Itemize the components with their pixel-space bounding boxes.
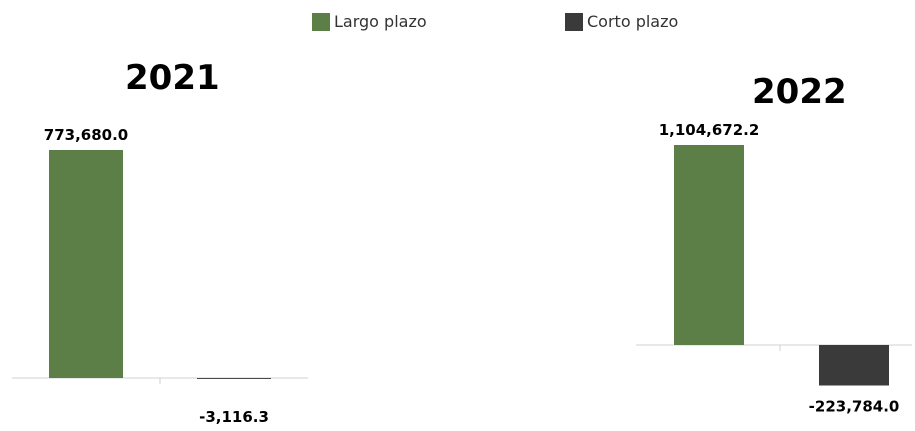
data-label-2021-corto-plazo: -3,116.3 (199, 408, 269, 426)
data-label-2021-largo-plazo: 773,680.0 (44, 126, 128, 144)
bar-2021-corto-plazo (197, 378, 271, 379)
legend: Largo plazo Corto plazo (0, 12, 915, 36)
data-label-2022-corto-plazo: -223,784.0 (809, 398, 900, 416)
bar-2022-corto-plazo (819, 345, 889, 386)
legend-item-corto-plazo: Corto plazo (565, 12, 678, 31)
legend-swatch-largo-plazo (312, 12, 330, 31)
legend-label-corto-plazo: Corto plazo (587, 12, 679, 31)
legend-swatch-corto-plazo (565, 12, 583, 31)
bar-2022-largo-plazo (674, 145, 744, 345)
chart-title-2022: 2022 (752, 72, 847, 112)
bar-2021-largo-plazo (49, 150, 123, 378)
chart-title-2021: 2021 (125, 58, 220, 98)
data-label-2022-largo-plazo: 1,104,672.2 (659, 121, 760, 139)
legend-item-largo-plazo: Largo plazo (312, 12, 427, 31)
legend-label-largo-plazo: Largo plazo (334, 12, 427, 31)
